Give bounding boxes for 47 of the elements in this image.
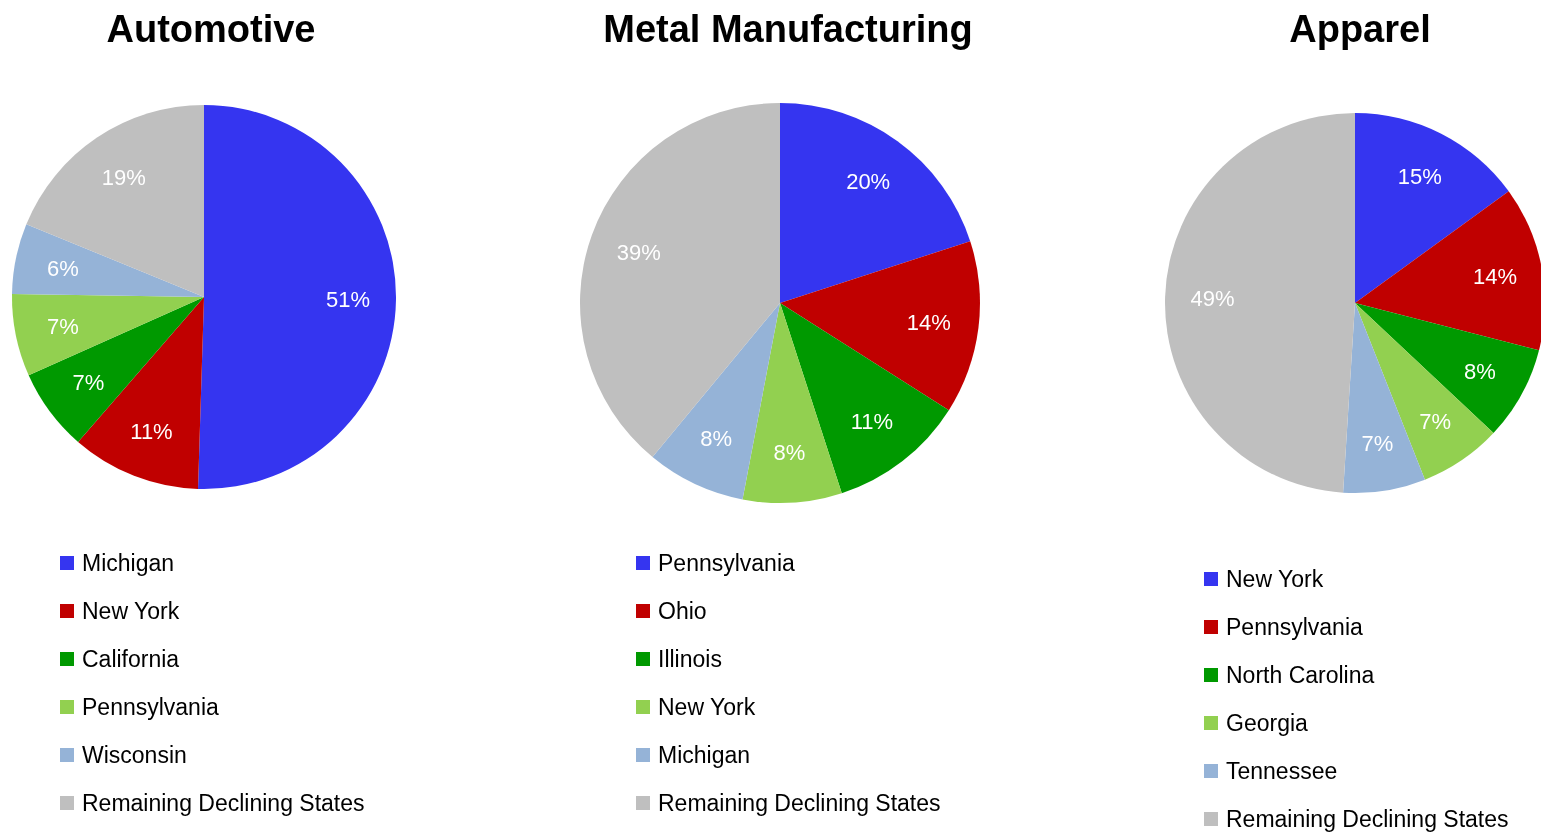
pie-slice: [198, 105, 396, 489]
legend-label: Illinois: [658, 646, 722, 673]
data-label: 19%: [101, 165, 146, 191]
data-label: 20%: [846, 169, 891, 195]
pie-slice: [780, 241, 980, 411]
legend-label: Michigan: [658, 742, 751, 769]
legend-label: Remaining Declining States: [1226, 806, 1509, 833]
pie-slice: [742, 303, 842, 503]
legend-label: North Carolina: [1226, 662, 1375, 689]
data-label: 14%: [1472, 264, 1517, 289]
data-label: 49%: [1190, 286, 1235, 312]
data-label: 39%: [616, 239, 661, 265]
legend-label: Wisconsin: [82, 742, 187, 769]
legend-label: Georgia: [1226, 710, 1309, 737]
legend-label: New York: [82, 598, 180, 625]
chart-title: Apparel: [1289, 8, 1431, 50]
legend-label: Michigan: [82, 550, 175, 577]
pie-slice: [12, 294, 204, 376]
data-label: 14%: [906, 309, 951, 335]
data-label: 8%: [1463, 359, 1496, 385]
legend-label: Ohio: [658, 598, 707, 625]
pie-slice: [780, 103, 971, 303]
legend-label: New York: [1226, 566, 1324, 593]
legend-label: Pennsylvania: [82, 694, 220, 721]
pie-slice: [12, 224, 204, 297]
data-label: 8%: [700, 426, 733, 452]
legend-label: Remaining Declining States: [82, 790, 365, 817]
pie-slice: [26, 105, 204, 297]
legend-label: Remaining Declining States: [658, 790, 941, 817]
data-label: 51%: [325, 286, 371, 312]
chart-title: Automotive: [106, 8, 316, 50]
legend-label: California: [82, 646, 180, 673]
data-label: 11%: [130, 418, 173, 444]
legend-label: Pennsylvania: [1226, 614, 1364, 641]
legend-label: Tennessee: [1226, 758, 1338, 785]
data-label: 11%: [850, 409, 894, 435]
legend-label: New York: [658, 694, 756, 721]
data-label: 15%: [1397, 163, 1442, 189]
data-label: 6%: [47, 255, 79, 281]
data-label: 7%: [1361, 431, 1394, 457]
pie-slice: [28, 297, 204, 442]
data-label: 8%: [773, 440, 806, 466]
data-label: 7%: [47, 313, 79, 339]
legend-label: Pennsylvania: [658, 550, 796, 577]
data-label: 7%: [72, 370, 105, 396]
data-label: 7%: [1419, 408, 1451, 434]
chart-title: Metal Manufacturing: [603, 8, 973, 50]
